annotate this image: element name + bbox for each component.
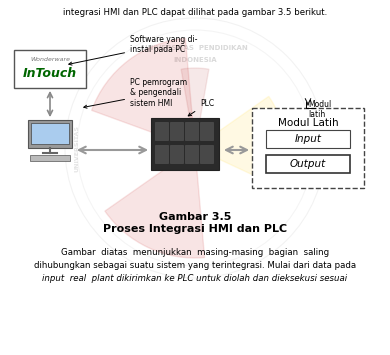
FancyBboxPatch shape [14,50,86,88]
Text: UNIVERSITAS  PENDIDIKAN: UNIVERSITAS PENDIDIKAN [142,45,248,51]
FancyBboxPatch shape [266,130,350,148]
Wedge shape [92,38,195,148]
Text: dihubungkan sebagai suatu sistem yang terintegrasi. Mulai dari data pada: dihubungkan sebagai suatu sistem yang te… [34,261,356,270]
FancyBboxPatch shape [170,122,183,140]
Wedge shape [105,148,205,258]
Wedge shape [181,68,209,148]
FancyBboxPatch shape [155,145,168,163]
FancyBboxPatch shape [200,122,213,140]
Text: PLC: PLC [188,99,214,116]
Text: Wonderware: Wonderware [30,57,70,62]
FancyBboxPatch shape [252,108,364,188]
Text: Software yang di-
instal pada PC: Software yang di- instal pada PC [69,35,197,65]
Text: Input: Input [294,134,321,144]
FancyBboxPatch shape [185,122,198,140]
Text: Modul Latih: Modul Latih [278,118,338,128]
Text: PC pemrogram
& pengendali
sistem HMI: PC pemrogram & pengendali sistem HMI [84,78,187,108]
FancyBboxPatch shape [155,122,168,140]
Text: Proses Integrasi HMI dan PLC: Proses Integrasi HMI dan PLC [103,224,287,234]
FancyBboxPatch shape [151,118,219,170]
Text: Modul
latih: Modul latih [308,100,331,119]
FancyBboxPatch shape [170,145,183,163]
FancyBboxPatch shape [30,155,70,161]
Text: Gambar  diatas  menunjukkan  masing-masing  bagian  saling: Gambar diatas menunjukkan masing-masing … [61,248,329,257]
FancyBboxPatch shape [31,123,69,144]
FancyBboxPatch shape [266,155,350,173]
Text: integrasi HMI dan PLC dapat dilihat pada gambar 3.5 berikut.: integrasi HMI dan PLC dapat dilihat pada… [63,8,327,17]
Text: InTouch: InTouch [23,67,77,80]
Text: UNIVERSITAS: UNIVERSITAS [74,125,80,171]
Text: Gambar 3.5: Gambar 3.5 [159,212,231,222]
Text: Output: Output [290,159,326,169]
Wedge shape [195,96,285,186]
Text: input  real  plant dikirimkan ke PLC untuk diolah dan dieksekusi sesuai: input real plant dikirimkan ke PLC untuk… [43,274,347,283]
Text: INDONESIA: INDONESIA [307,128,312,168]
FancyBboxPatch shape [28,120,72,148]
FancyBboxPatch shape [185,145,198,163]
Text: INDONESIA: INDONESIA [173,57,217,63]
FancyBboxPatch shape [200,145,213,163]
